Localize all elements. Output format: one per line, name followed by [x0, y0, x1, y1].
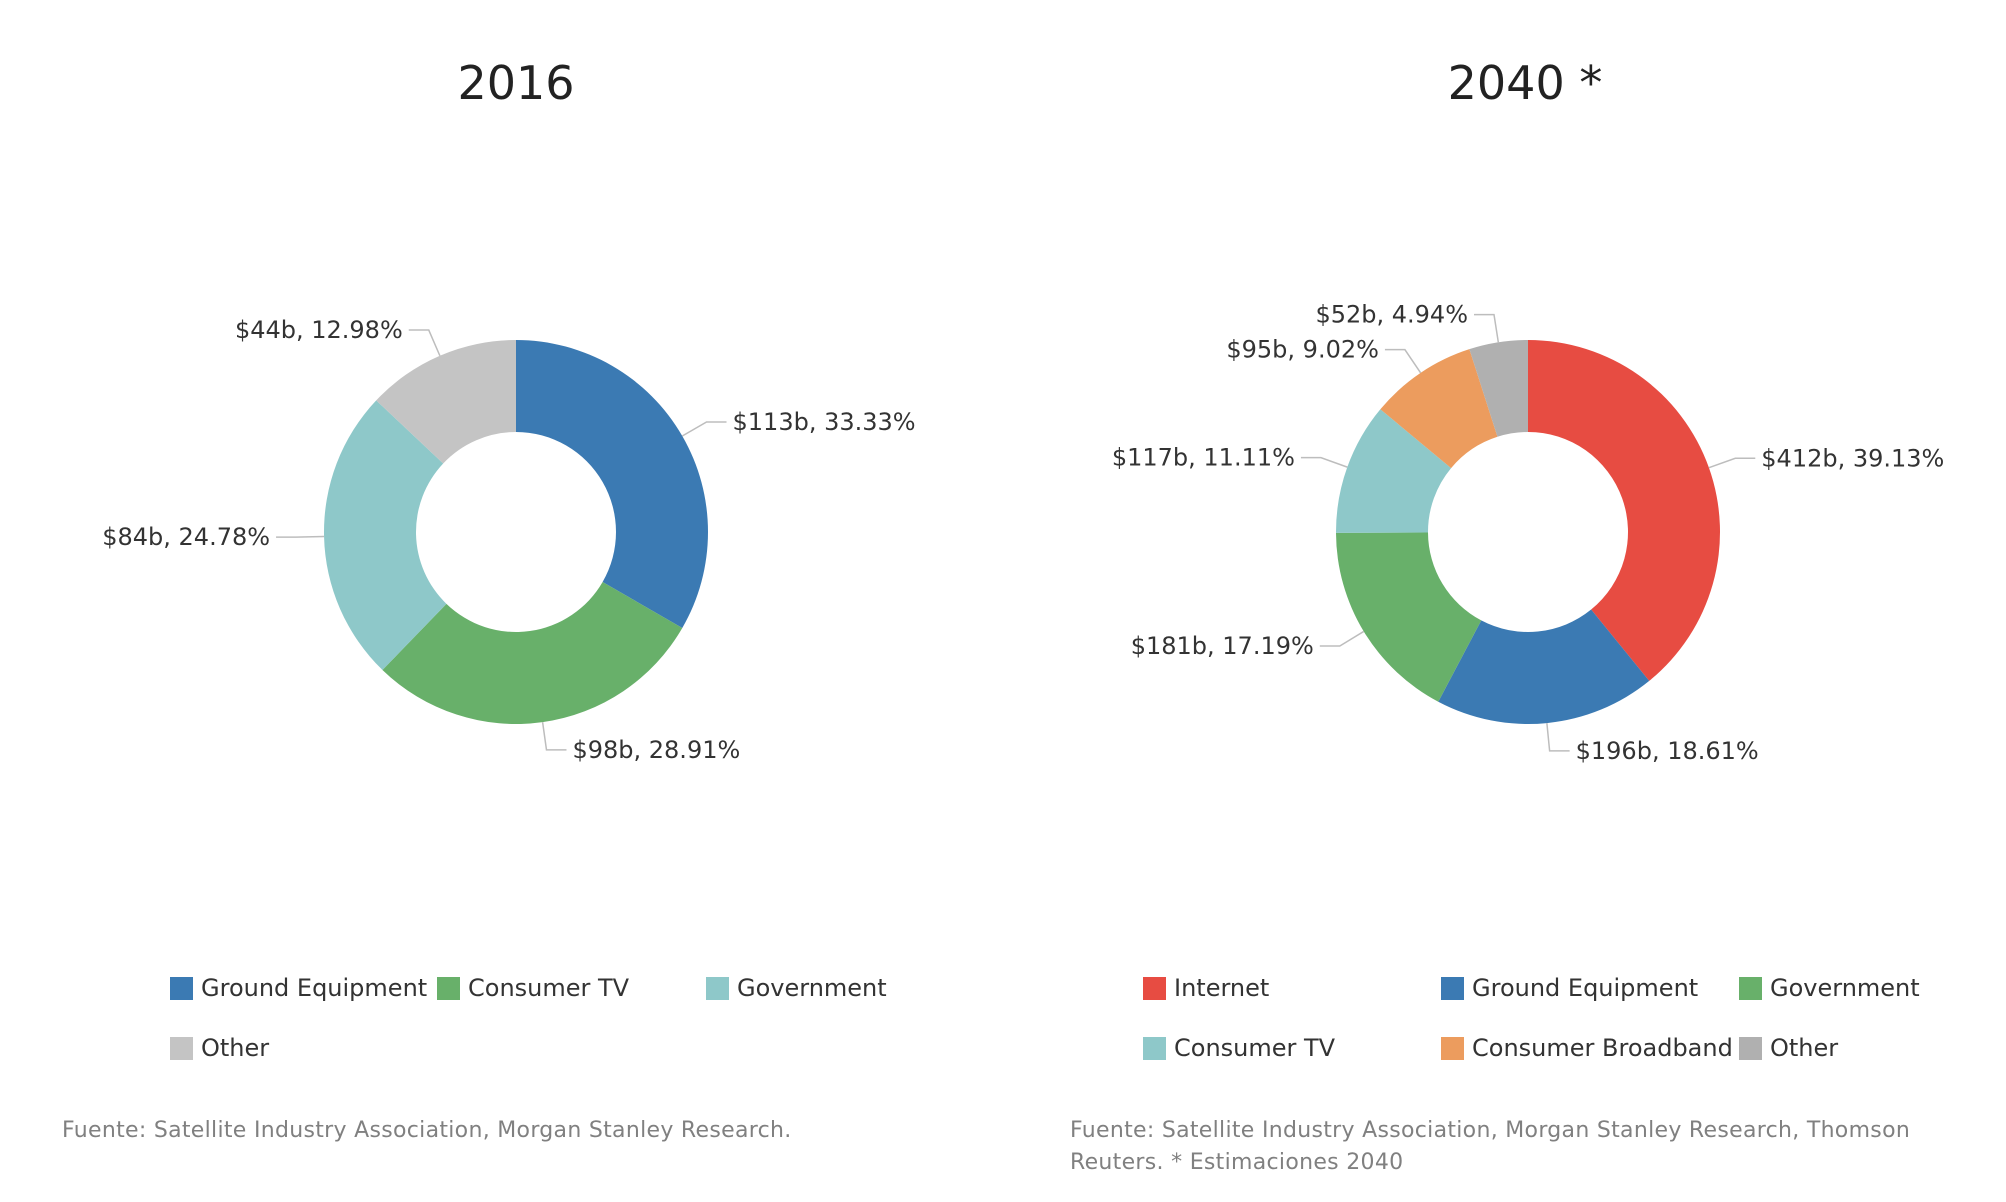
source-note-2040: Fuente: Satellite Industry Association, …	[1070, 1115, 1970, 1179]
donut-slice-ground-equipment	[1438, 609, 1650, 725]
legend-swatch-other	[170, 1036, 193, 1060]
chart-panel-2016: 2016 $113b, 33.33% $98b, 28.91% $84b, 24.7…	[62, 56, 916, 1143]
source-note-line-1: Fuente: Satellite Industry Association, …	[1070, 1118, 1911, 1143]
donut-slice-government	[323, 400, 447, 670]
legend-swatch-government	[706, 976, 729, 1000]
leader-line-ground-equipment	[1546, 722, 1570, 752]
leader-line-government	[1319, 630, 1365, 647]
donut-chart-2040: 2040 * $412b, 39.13% $196b, 18.61% $181b, …	[1112, 56, 1945, 765]
legend-label-ground-equipment: Ground Equipment	[1472, 974, 1699, 1002]
donut-slice-other	[1469, 340, 1528, 437]
leader-line-government	[276, 535, 325, 538]
legend-item-consumer-broadband: Consumer Broadband	[1441, 1028, 1733, 1068]
donut-slice-internet	[1528, 340, 1721, 681]
slice-label-consumer-tv: $98b, 28.91%	[572, 736, 740, 764]
leader-line-other	[1474, 313, 1500, 343]
leader-line-internet	[1708, 457, 1756, 469]
legend-swatch-ground-equipment	[170, 976, 193, 1000]
legend-label-other: Other	[201, 1034, 270, 1062]
legend-item-ground-equipment: Ground Equipment	[1441, 968, 1698, 1008]
legend-label-consumer-broadband: Consumer Broadband	[1472, 1034, 1733, 1062]
leader-line-other	[408, 329, 441, 357]
chart-title-2016: 2016	[457, 56, 574, 110]
legend-label-internet: Internet	[1174, 974, 1270, 1002]
legend-item-consumer-tv: Consumer TV	[437, 968, 629, 1008]
source-note-2016: Fuente: Satellite Industry Association, …	[62, 1118, 792, 1143]
chart-panel-2040: 2040 * $412b, 39.13% $196b, 18.61% $181b, …	[1003, 0, 2006, 1202]
legend-item-ground-equipment: Ground Equipment	[170, 968, 427, 1008]
legend-label-ground-equipment: Ground Equipment	[201, 974, 428, 1002]
legend-label-other: Other	[1770, 1034, 1839, 1062]
leader-line-consumer-broadband	[1384, 348, 1422, 374]
slice-label-consumer-broadband: $95b, 9.02%	[1226, 336, 1379, 364]
donut-slice-consumer-broadband	[1380, 349, 1498, 469]
legend-label-consumer-tv: Consumer TV	[468, 974, 630, 1002]
donut-slice-consumer-tv	[1336, 409, 1452, 533]
slice-label-other: $44b, 12.98%	[235, 316, 403, 344]
leader-line-consumer-tv	[1300, 456, 1348, 468]
chart-title-2040: 2040 *	[1448, 56, 1603, 110]
donut-slice-ground-equipment	[516, 340, 708, 628]
slice-label-government: $84b, 24.78%	[102, 523, 270, 551]
legend-item-other: Other	[170, 1028, 269, 1068]
slice-label-ground-equipment: $113b, 33.33%	[733, 408, 916, 436]
legend-label-government: Government	[737, 974, 887, 1002]
legend-item-other: Other	[1739, 1028, 1838, 1068]
legend-item-government: Government	[706, 968, 887, 1008]
donut-slice-consumer-tv	[382, 582, 683, 724]
legend-label-government: Government	[1770, 974, 1920, 1002]
leader-line-consumer-tv	[541, 722, 567, 751]
legend-item-internet: Internet	[1143, 968, 1269, 1008]
legend-swatch-internet	[1143, 976, 1166, 1000]
legend-item-government: Government	[1739, 968, 1920, 1008]
slice-label-other: $52b, 4.94%	[1315, 301, 1468, 329]
legend-swatch-government	[1739, 976, 1762, 1000]
slice-label-consumer-tv: $117b, 11.11%	[1112, 444, 1295, 472]
donut-slice-other	[376, 340, 516, 464]
source-note-line-2: Reuters. * Estimaciones 2040	[1070, 1150, 1404, 1175]
slice-label-ground-equipment: $196b, 18.61%	[1576, 737, 1759, 765]
legend-label-consumer-tv: Consumer TV	[1174, 1034, 1336, 1062]
donut-slice-government	[1336, 532, 1482, 702]
slice-label-government: $181b, 17.19%	[1131, 632, 1314, 660]
leader-line-ground-equipment	[681, 421, 727, 437]
legend-swatch-ground-equipment	[1441, 976, 1464, 1000]
legend-swatch-consumer-tv	[1143, 1036, 1166, 1060]
legend-item-consumer-tv: Consumer TV	[1143, 1028, 1335, 1068]
donut-chart-2016: 2016 $113b, 33.33% $98b, 28.91% $84b, 24.7…	[102, 56, 916, 764]
legend-swatch-consumer-broadband	[1441, 1036, 1464, 1060]
legend-swatch-consumer-tv	[437, 976, 460, 1000]
slice-label-internet: $412b, 39.13%	[1761, 444, 1944, 472]
legend-swatch-other	[1739, 1036, 1762, 1060]
